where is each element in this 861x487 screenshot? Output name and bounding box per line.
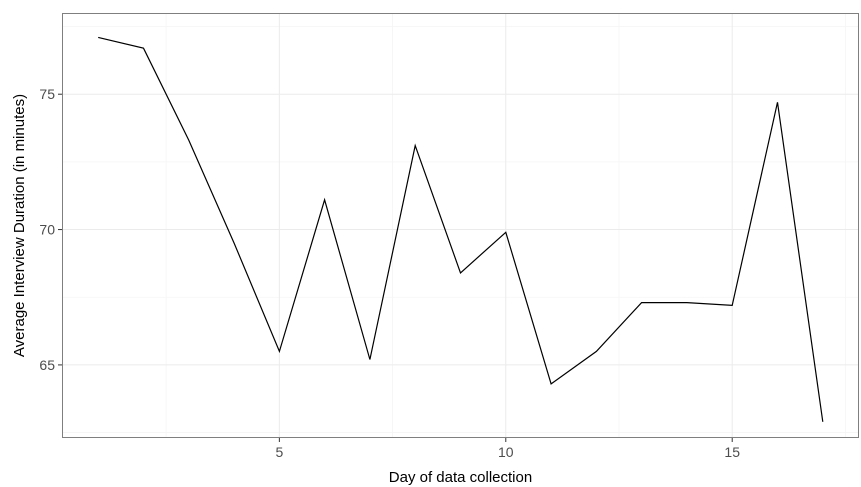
y-axis-title: Average Interview Duration (in minutes) [11, 94, 28, 357]
y-tick-label: 70 [39, 222, 55, 238]
major-gridlines [62, 13, 859, 438]
x-axis-title: Day of data collection [389, 469, 532, 486]
plot-panel [62, 13, 859, 438]
minor-gridlines [62, 13, 859, 438]
y-tick-label: 75 [39, 86, 55, 102]
x-tick-label: 10 [498, 444, 514, 460]
series-line [98, 36, 824, 422]
y-axis: 65 70 75 [39, 86, 62, 373]
x-axis: 5 10 15 [275, 438, 740, 460]
panel-background [62, 13, 859, 438]
panel-border [62, 13, 859, 438]
x-tick-label: 15 [724, 444, 740, 460]
x-tick-label: 5 [275, 444, 283, 460]
y-tick-label: 65 [39, 357, 55, 373]
